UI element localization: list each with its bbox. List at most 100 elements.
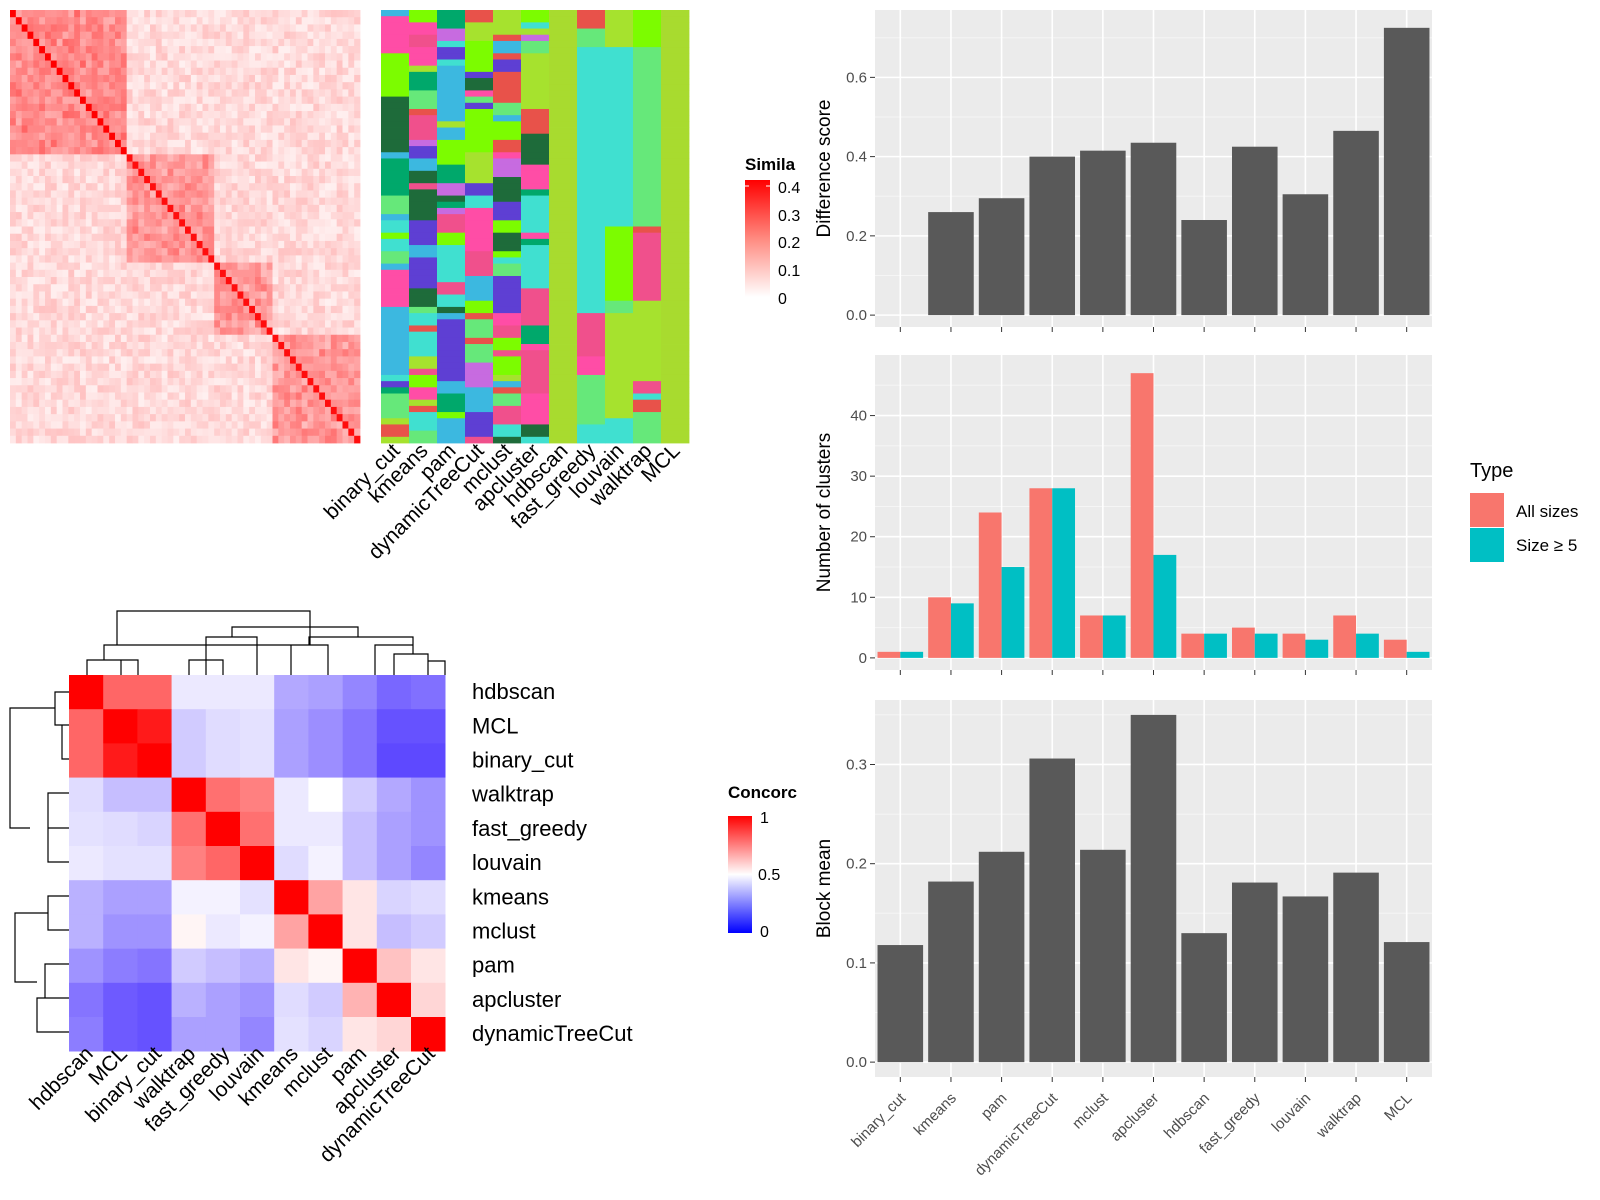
similarity-cell bbox=[190, 399, 198, 408]
similarity-cell bbox=[342, 219, 349, 227]
similarity-cell bbox=[243, 212, 250, 220]
similarity-cell bbox=[167, 212, 174, 220]
similarity-cell bbox=[62, 204, 69, 213]
concordance-cell bbox=[342, 880, 378, 915]
similarity-cell bbox=[225, 378, 233, 386]
similarity-cell bbox=[27, 363, 34, 372]
similarity-cell bbox=[10, 219, 17, 227]
similarity-cell bbox=[115, 341, 122, 350]
cluster-assignment-cell bbox=[633, 263, 662, 271]
cluster-assignment-cell bbox=[409, 387, 438, 394]
similarity-cell bbox=[91, 378, 98, 386]
similarity-cell bbox=[190, 277, 198, 285]
similarity-cell bbox=[348, 406, 355, 415]
cluster-assignment-cell bbox=[465, 412, 494, 419]
similarity-cell bbox=[97, 370, 104, 379]
cluster-assignment-cell bbox=[493, 387, 522, 394]
similarity-cell bbox=[225, 103, 233, 112]
similarity-cell bbox=[50, 219, 58, 227]
similarity-cell bbox=[161, 240, 168, 249]
cluster-assignment-cell bbox=[409, 344, 438, 351]
cluster-assignment-cell bbox=[493, 164, 522, 172]
similarity-cell bbox=[220, 10, 227, 18]
cluster-assignment-cell bbox=[465, 139, 494, 147]
bar-walktrap bbox=[1333, 872, 1379, 1063]
cluster-assignment-cell bbox=[605, 158, 634, 166]
concordance-column-labels: hdbscanMCLbinary_cutwalktrapfast_greedyl… bbox=[25, 1042, 440, 1167]
similarity-cell bbox=[196, 139, 203, 148]
x-tick-label: MCL bbox=[1381, 1090, 1415, 1124]
similarity-cell bbox=[284, 226, 291, 235]
similarity-cell bbox=[33, 74, 40, 83]
similarity-cell bbox=[109, 356, 116, 365]
similarity-cell bbox=[132, 284, 139, 292]
similarity-cell bbox=[144, 10, 151, 18]
cluster-assignment-cell bbox=[577, 65, 606, 73]
cluster-assignment-cell bbox=[521, 201, 550, 209]
similarity-cell bbox=[330, 269, 338, 278]
similarity-cell bbox=[336, 24, 343, 33]
bar-dynamicTreeCut bbox=[1029, 156, 1076, 316]
similarity-cell bbox=[144, 356, 151, 365]
similarity-cell bbox=[132, 421, 139, 429]
similarity-cell bbox=[220, 226, 227, 235]
similarity-cell bbox=[255, 60, 262, 69]
similarity-cell bbox=[225, 356, 233, 365]
similarity-cell bbox=[295, 139, 303, 148]
similarity-cell bbox=[190, 96, 198, 105]
cluster-assignment-cell bbox=[521, 319, 550, 326]
similarity-cell bbox=[39, 428, 46, 437]
concordance-cell bbox=[103, 675, 138, 710]
similarity-cell bbox=[325, 118, 332, 126]
similarity-cell bbox=[237, 327, 244, 336]
similarity-cell bbox=[109, 67, 116, 76]
similarity-cell bbox=[173, 277, 180, 285]
cluster-assignment-cell bbox=[661, 78, 690, 85]
similarity-cell bbox=[237, 190, 244, 199]
similarity-cell bbox=[255, 24, 262, 33]
similarity-cell bbox=[85, 269, 93, 278]
similarity-cell bbox=[50, 421, 58, 429]
similarity-cell bbox=[80, 421, 87, 429]
cluster-assignment-cell bbox=[437, 381, 466, 388]
similarity-cell bbox=[62, 233, 69, 242]
similarity-cell bbox=[208, 255, 215, 263]
similarity-cell bbox=[231, 125, 238, 134]
similarity-cell bbox=[56, 53, 63, 61]
cluster-assignment-cell bbox=[605, 16, 634, 23]
x-tick-label: hdbscan bbox=[1161, 1090, 1213, 1142]
similarity-cell bbox=[255, 233, 262, 242]
similarity-cell bbox=[220, 139, 227, 148]
similarity-cell bbox=[50, 305, 58, 314]
similarity-cell bbox=[80, 53, 87, 61]
similarity-cell bbox=[185, 269, 192, 278]
cluster-assignment-cell bbox=[549, 102, 578, 110]
similarity-cell bbox=[185, 89, 192, 97]
similarity-cell bbox=[155, 363, 163, 372]
similarity-cell bbox=[27, 305, 34, 314]
similarity-cell bbox=[185, 60, 192, 69]
similarity-cell bbox=[319, 111, 326, 119]
similarity-cell bbox=[179, 313, 186, 321]
similarity-cell bbox=[161, 103, 168, 112]
similarity-cell bbox=[21, 24, 28, 33]
cluster-assignment-cell bbox=[437, 436, 466, 444]
similarity-cell bbox=[202, 183, 209, 191]
cluster-assignment-cell bbox=[605, 90, 634, 97]
similarity-cell bbox=[295, 168, 303, 177]
similarity-cell bbox=[85, 385, 93, 393]
similarity-cell bbox=[179, 269, 186, 278]
cluster-assignment-cell bbox=[409, 170, 438, 178]
cluster-assignment-cell bbox=[633, 28, 662, 36]
similarity-cell bbox=[202, 378, 209, 386]
cluster-assignment-cell bbox=[493, 368, 522, 376]
similarity-cell bbox=[243, 74, 250, 83]
similarity-cell bbox=[91, 435, 98, 444]
similarity-cell bbox=[167, 233, 174, 242]
bar-all-sizes-walktrap bbox=[1333, 615, 1357, 658]
cluster-assignment-cell bbox=[577, 133, 606, 141]
similarity-cell bbox=[278, 111, 285, 119]
cluster-assignment-cell bbox=[577, 430, 606, 438]
similarity-cell bbox=[272, 305, 279, 314]
similarity-cell bbox=[190, 17, 198, 25]
